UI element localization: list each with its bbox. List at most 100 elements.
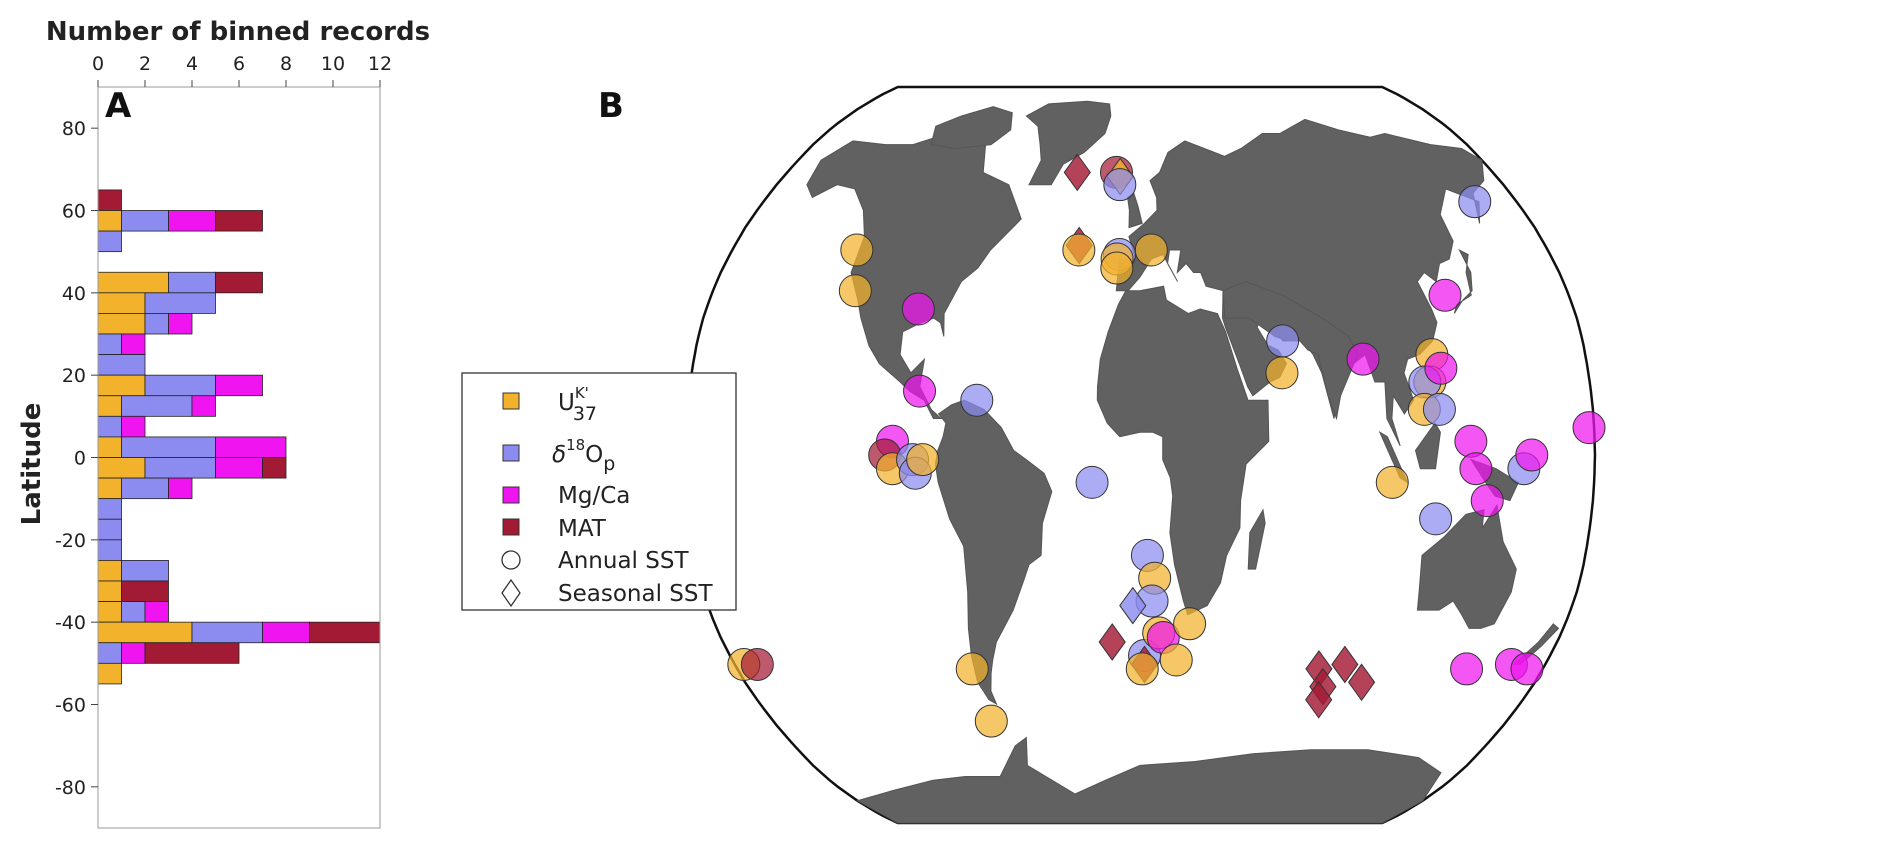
y-tick-label: 20: [62, 365, 86, 387]
bar-segment: [121, 436, 216, 458]
legend-swatch-mgca: [502, 486, 520, 504]
bar-segment: [168, 313, 193, 335]
site-marker-annual-uk37: [1265, 356, 1299, 390]
greenland-landmass: [1025, 100, 1112, 186]
bar-segment: [168, 210, 216, 232]
site-marker-annual-mgca: [1515, 438, 1549, 472]
bar-segment: [191, 621, 263, 644]
site-marker-annual-mgca: [1572, 411, 1606, 445]
bar-segment: [97, 477, 122, 500]
bar-segment: [97, 539, 122, 561]
legend-label-annual: Annual SST: [558, 548, 689, 574]
y-tick-label: 0: [74, 448, 86, 470]
bar-segment: [97, 601, 122, 623]
y-axis-ticks: 80 60 40 20 0 -20 -40 -60 -80: [55, 118, 98, 799]
legend-swatch-uk37: [502, 392, 520, 410]
x-tick-label: 8: [280, 53, 292, 75]
site-marker-annual-mgca: [1470, 484, 1504, 518]
x-tick-label: 2: [139, 53, 151, 75]
site-marker-annual-uk37: [974, 704, 1008, 738]
legend-label-d18o: δ18Op: [552, 436, 615, 475]
africa-landmass: [1096, 285, 1270, 616]
y-tick-label: -20: [55, 530, 86, 552]
site-marker-annual-uk37: [1173, 607, 1207, 641]
south-america-landmass: [934, 399, 1053, 706]
site-marker-seasonal-d18o: [1119, 586, 1147, 625]
proxy-sites: [727, 153, 1606, 738]
y-axis-title: Latitude: [17, 403, 47, 526]
legend-label-mgca: Mg/Ca: [558, 483, 630, 509]
site-marker-annual-uk37: [1134, 233, 1168, 267]
arctic-islands-landmass: [930, 106, 1013, 150]
site-marker-annual-mgca: [1459, 452, 1493, 486]
bar-segment: [121, 580, 169, 602]
north-america-landmass: [806, 132, 1022, 419]
site-marker-annual-uk37: [1062, 233, 1096, 267]
site-marker-annual-d18o: [1458, 185, 1492, 219]
madagascar-landmass: [1247, 508, 1266, 570]
bar-segment: [97, 662, 122, 685]
antarctica-landmass: [855, 736, 1442, 824]
legend-swatch-mat: [502, 518, 520, 536]
bar-segment: [215, 457, 263, 479]
site-marker-annual-mgca: [1454, 424, 1488, 458]
x-tick-label: 0: [92, 53, 104, 75]
site-marker-annual-d18o: [1419, 502, 1453, 536]
panel-b-map: B UK' 37 δ18Op Mg/Ca MAT Annual SST Seaso…: [461, 85, 1606, 825]
site-marker-annual-uk37: [840, 233, 874, 267]
bar-segment: [97, 230, 122, 253]
bar-segment: [97, 210, 122, 232]
bar-segment: [97, 621, 193, 644]
bar-segment: [97, 580, 122, 602]
site-marker-annual-d18o: [1422, 392, 1456, 426]
site-marker-seasonal-mat: [1331, 645, 1359, 684]
site-marker-annual-uk37: [1375, 465, 1409, 499]
bar-segment: [144, 642, 240, 664]
bar-segment: [121, 642, 146, 664]
bar-segment: [215, 436, 287, 458]
histogram-bars: [97, 189, 381, 685]
continents: [806, 100, 1560, 824]
bar-segment: [97, 518, 122, 541]
y-tick-label: 40: [62, 283, 86, 305]
site-marker-annual-uk37: [838, 274, 872, 308]
site-marker-annual-d18o: [1075, 465, 1109, 499]
bar-segment: [215, 210, 263, 232]
y-tick-label: -40: [55, 612, 86, 634]
y-tick-label: 60: [62, 201, 86, 223]
bar-segment: [121, 210, 169, 232]
bar-segment: [144, 374, 216, 397]
site-marker-annual-d18o: [960, 383, 994, 417]
site-marker-seasonal-mat: [1305, 680, 1333, 719]
bar-segment: [97, 292, 146, 314]
bar-segment: [168, 477, 193, 500]
x-tick-label: 12: [368, 53, 392, 75]
panel-letter-a: A: [105, 86, 132, 126]
site-marker-annual-mgca: [1450, 652, 1484, 686]
legend-label-mat: MAT: [558, 516, 607, 542]
site-marker-annual-mgca: [1346, 342, 1380, 376]
bar-segment: [121, 395, 193, 417]
site-marker-annual-d18o: [1103, 168, 1137, 202]
bar-segment: [97, 395, 122, 417]
bar-segment: [121, 477, 169, 500]
site-marker-seasonal-mat: [1347, 663, 1376, 702]
bar-segment: [144, 601, 169, 623]
bar-segment: [262, 457, 287, 479]
x-axis-ticks: 0 2 4 6 8 10 12: [92, 53, 392, 87]
bar-segment: [144, 457, 216, 479]
y-tick-label: 80: [62, 118, 86, 140]
bar-segment: [215, 271, 263, 294]
borneo-landmass: [1414, 422, 1441, 470]
x-axis-title: Number of binned records: [46, 17, 430, 47]
bar-segment: [97, 415, 122, 438]
bar-segment: [144, 292, 216, 314]
site-marker-annual-mgca: [901, 292, 935, 326]
bar-segment: [97, 374, 146, 397]
site-marker-annual-mgca: [903, 374, 937, 408]
bar-segment: [144, 313, 169, 335]
legend-label-seasonal: Seasonal SST: [558, 581, 713, 607]
bar-segment: [215, 374, 263, 397]
x-tick-label: 6: [233, 53, 245, 75]
